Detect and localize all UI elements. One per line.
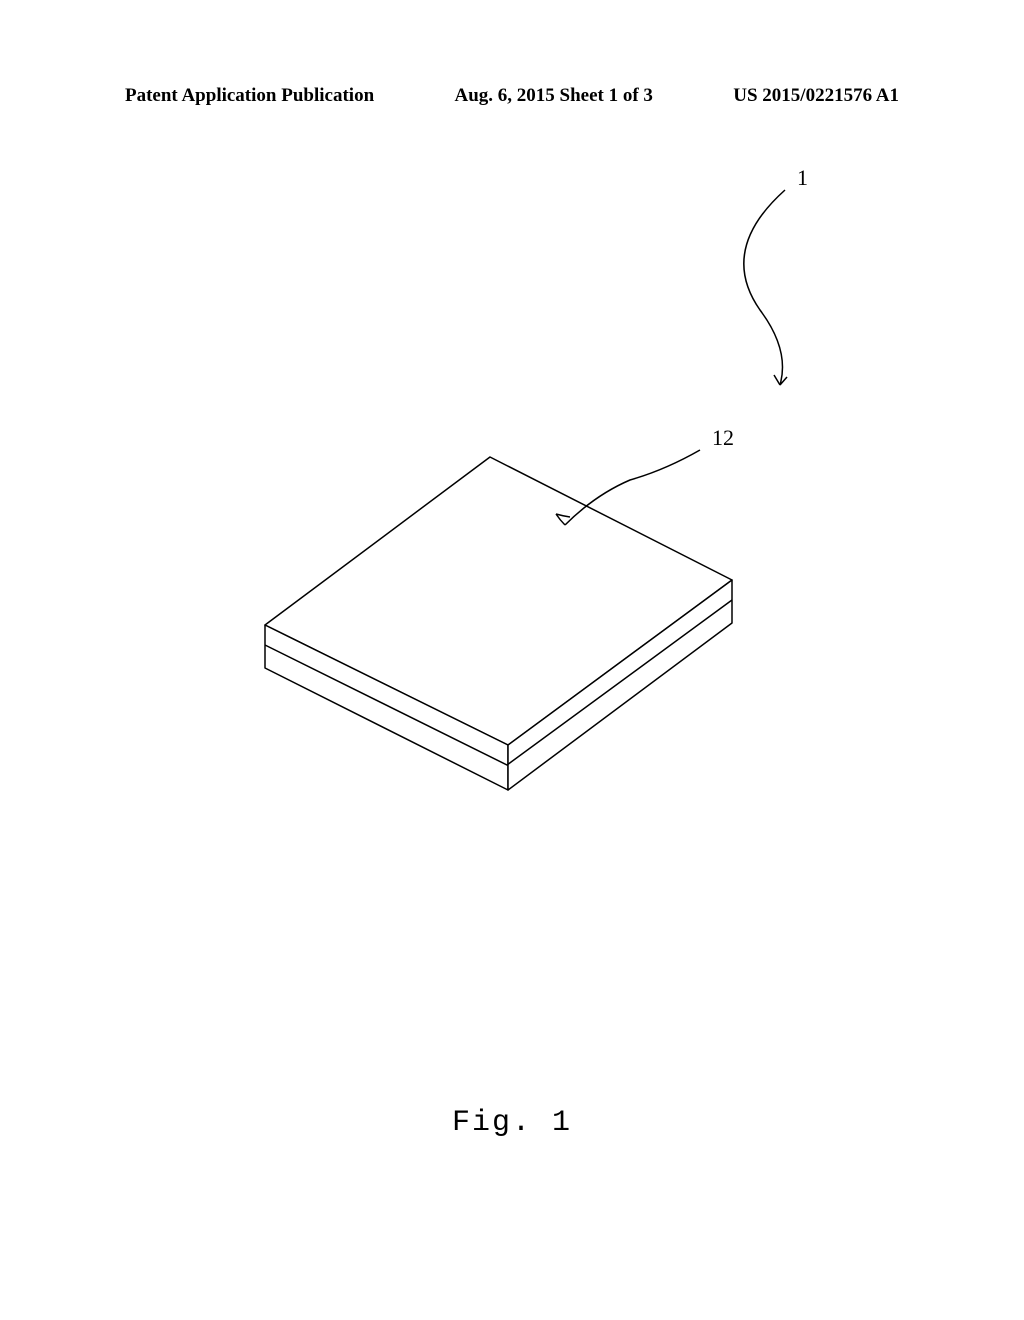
- patent-figure: 1 12: [0, 150, 1024, 1050]
- header-center: Aug. 6, 2015 Sheet 1 of 3: [454, 85, 652, 107]
- header-left: Patent Application Publication: [125, 85, 374, 107]
- svg-text:1: 1: [797, 165, 808, 190]
- svg-text:12: 12: [712, 425, 734, 450]
- page-header: Patent Application Publication Aug. 6, 2…: [0, 85, 1024, 107]
- header-right: US 2015/0221576 A1: [733, 85, 899, 107]
- figure-label: Fig. 1: [0, 1106, 1024, 1140]
- figure-container: 1 12: [0, 150, 1024, 1050]
